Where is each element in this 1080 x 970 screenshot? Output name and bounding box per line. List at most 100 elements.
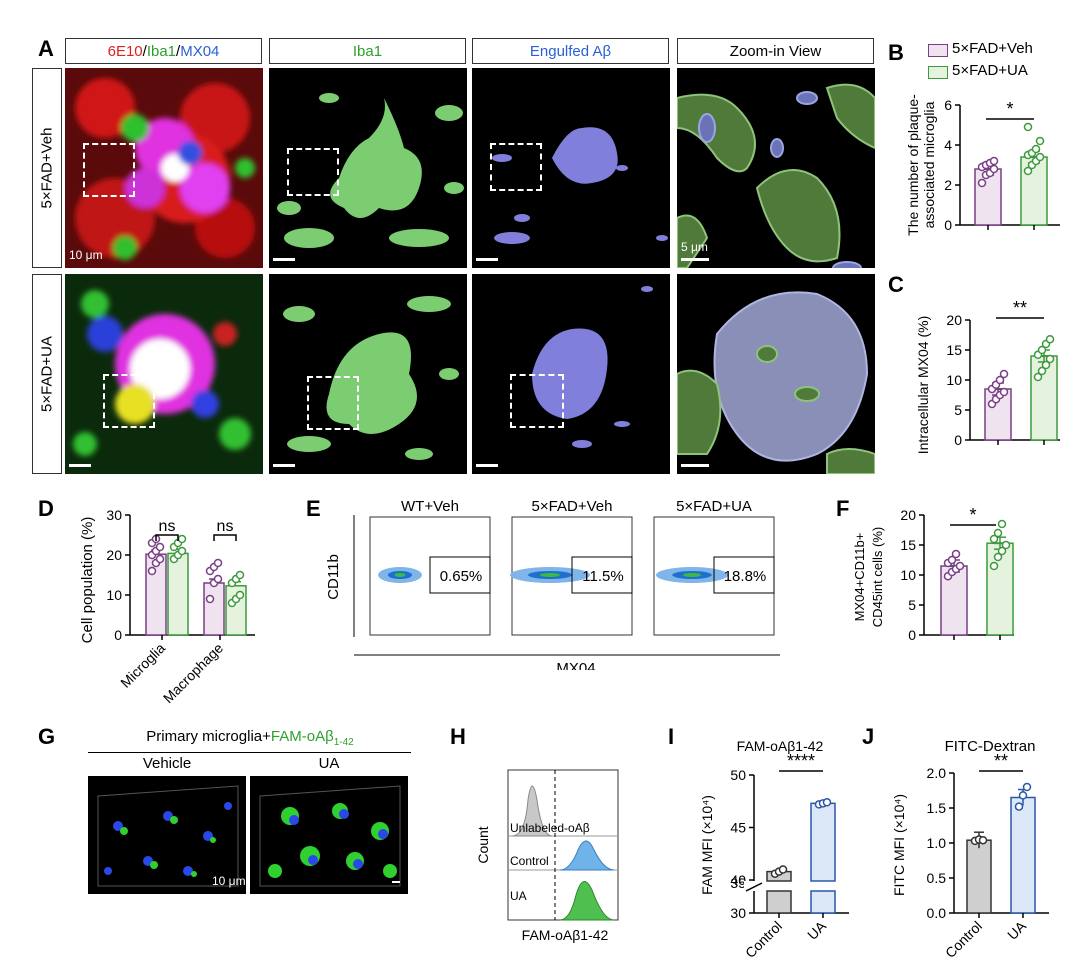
- x-tick-label: Microglia: [117, 640, 168, 691]
- data-point: [993, 528, 1003, 538]
- significance-bracket: [213, 534, 237, 541]
- y-tick-label: 40: [730, 872, 746, 888]
- data-point: [1014, 802, 1024, 811]
- col-label-vehicle: Vehicle: [142, 755, 192, 772]
- row-label-veh: 5×FAD+Veh: [32, 68, 62, 268]
- scale-bar: [273, 258, 295, 261]
- data-point: [778, 865, 788, 874]
- density-peak: [540, 573, 560, 577]
- image-zoom-ua: [677, 274, 875, 474]
- gate-percentage: 18.8%: [724, 568, 767, 585]
- image-iba1-ua: [269, 274, 467, 474]
- gate-percentage: 0.65%: [440, 568, 483, 585]
- data-point: [235, 570, 245, 580]
- data-point: [235, 590, 245, 600]
- y-tick-label: 0: [954, 432, 962, 448]
- y-tick-label: 1.0: [927, 835, 947, 851]
- bar: [167, 552, 189, 636]
- data-point: [1023, 122, 1033, 132]
- y-tick-label: 0: [114, 627, 122, 643]
- panel-label-e: E: [306, 496, 321, 521]
- legend-label-ua: 5×FAD+UA: [952, 62, 1028, 79]
- y-axis-label: Intracellular MX04 (%): [915, 316, 931, 455]
- col-label-ua: UA: [318, 755, 340, 772]
- y-tick-label: 35: [730, 875, 746, 891]
- scale-bar: [476, 258, 498, 261]
- panel-label-b: B: [888, 40, 904, 65]
- data-point: [1033, 372, 1043, 382]
- legend-swatch-ua: [928, 66, 948, 79]
- scale-bar-label: 10 μm: [212, 874, 246, 888]
- y-tick-label: 50: [730, 767, 746, 783]
- bar-lower: [810, 890, 836, 914]
- density-peak: [394, 573, 406, 577]
- zoom-region-box: [103, 374, 155, 428]
- data-point: [977, 178, 987, 188]
- data-point: [147, 566, 157, 576]
- histogram-frame: [507, 769, 619, 921]
- image-iba1-veh: [269, 68, 467, 268]
- y-tick-label: 0: [908, 627, 916, 643]
- x-tick-label: Control: [942, 918, 985, 961]
- chart-title: FITC-Dextran: [945, 738, 1036, 755]
- legend-label-veh: 5×FAD+Veh: [952, 40, 1033, 57]
- y-axis-label: associated microglia: [921, 101, 937, 228]
- x-tick-label: UA: [804, 917, 830, 943]
- zoom-region-box: [287, 148, 339, 196]
- chart-j: FITC-Dextran 0.0 0.5 1.0 1.5 2.0 FITC MFI (×10…: [891, 738, 1049, 961]
- data-point: [951, 549, 961, 559]
- bar: [203, 582, 225, 636]
- y-tick-label: 4: [944, 137, 952, 153]
- panel-label-c: C: [888, 272, 904, 297]
- scale-bar: [681, 258, 709, 261]
- chart-i: FAM-oAβ1-42 40 45 50 30 35 FAM MFI (×10⁴) Contr…: [699, 738, 854, 961]
- flow-plot-title: WT+Veh: [401, 498, 459, 515]
- data-point: [1037, 345, 1047, 355]
- panel-label-a: A: [38, 36, 54, 61]
- bar: [810, 802, 836, 882]
- y-axis-label: FITC MFI (×10⁴): [891, 794, 907, 896]
- flow-plot-title: 5×FAD+Veh: [532, 498, 613, 515]
- y-tick-label: 5: [954, 402, 962, 418]
- scale-bar-label: 5 μm: [681, 240, 708, 254]
- x-tick-label: Control: [742, 918, 785, 961]
- significance-label: ****: [787, 751, 815, 771]
- y-tick-label: 10: [900, 567, 916, 583]
- row-label-ua: 5×FAD+UA: [32, 274, 62, 474]
- chart-h: Unlabeled-oAβ Control UA Count FAM-oAβ1-42: [475, 769, 619, 943]
- header-mx04: MX04: [180, 43, 220, 60]
- track-label: UA: [510, 889, 527, 903]
- y-axis-label: The number of plaque-: [905, 94, 921, 236]
- image-merge-veh: 10 μm: [65, 68, 263, 268]
- y-axis-label: FAM MFI (×10⁴): [699, 795, 715, 895]
- header-6e10: 6E10: [107, 43, 143, 60]
- significance-label: **: [994, 751, 1008, 771]
- image-merge-ua: [65, 274, 263, 474]
- scale-bar-label: 10 μm: [69, 248, 103, 262]
- data-point: [989, 561, 999, 571]
- y-axis-label: Cell population (%): [79, 517, 96, 644]
- image-g-ua: [250, 776, 408, 894]
- panel-label-j: J: [862, 724, 875, 749]
- axis-break-mark: [745, 882, 763, 892]
- data-point: [997, 546, 1007, 556]
- significance-label: *: [1006, 99, 1013, 119]
- data-point: [177, 546, 187, 556]
- scale-bar: [681, 464, 709, 467]
- panel-label-i: I: [668, 724, 675, 749]
- x-tick-label: Macrophage: [160, 640, 226, 706]
- data-point: [1031, 144, 1041, 154]
- data-point: [177, 534, 187, 544]
- chart-b: 0 2 4 6 The number of plaque-associated micr…: [905, 94, 1060, 236]
- zoom-region-box: [510, 374, 564, 428]
- data-point: [155, 542, 165, 552]
- y-tick-label: 0: [944, 217, 952, 233]
- header-iba1: Iba1: [269, 38, 466, 64]
- track-label: Unlabeled-oAβ: [510, 821, 590, 835]
- x-tick-label: UA: [1004, 917, 1030, 943]
- flow-plot-title: 5×FAD+UA: [676, 498, 752, 515]
- histogram-unlabeled: [511, 785, 553, 837]
- header-iba1-green: Iba1: [146, 43, 177, 60]
- zoom-region-box: [490, 143, 542, 191]
- y-tick-label: 0.5: [927, 870, 947, 886]
